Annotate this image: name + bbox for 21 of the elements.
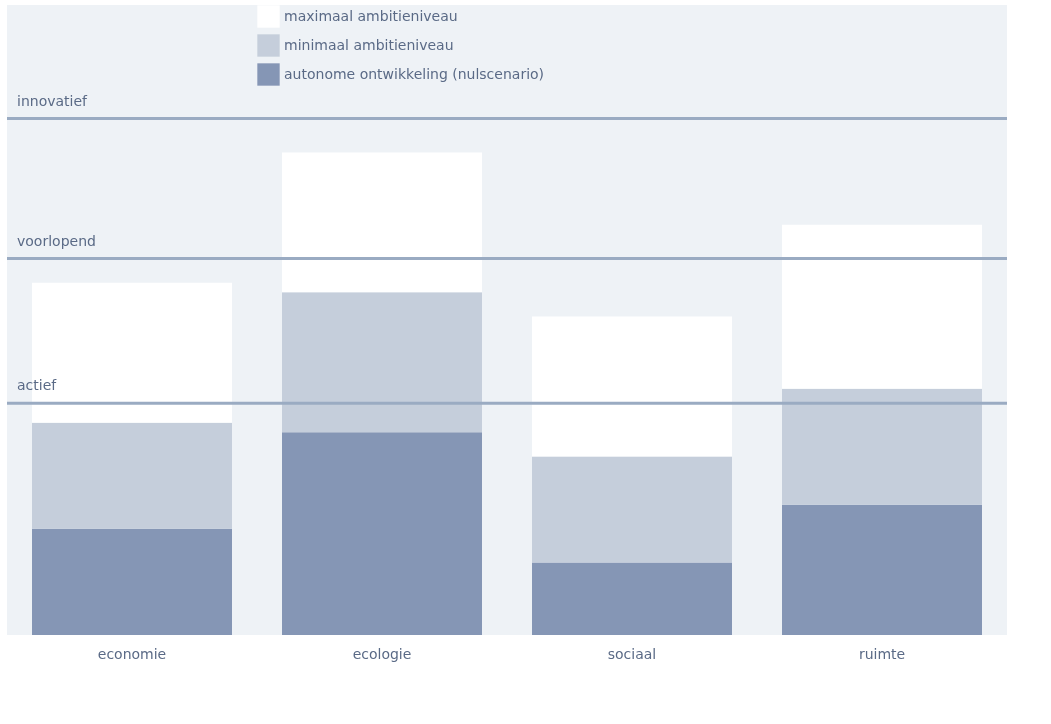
legend-label: autonome ontwikkeling (nulscenario): [284, 65, 545, 82]
ref-line-label: voorlopend: [17, 232, 96, 249]
bar: [782, 504, 982, 635]
legend-label: maximaal ambitieniveau: [284, 7, 458, 24]
x-tick-label: economie: [97, 645, 167, 662]
legend-label: minimaal ambitieniveau: [284, 36, 454, 53]
bar: [532, 562, 732, 635]
bar: [282, 152, 482, 293]
bar: [282, 292, 482, 433]
x-tick-label: ecologie: [352, 645, 412, 662]
ref-line-label: actief: [17, 377, 58, 394]
bar: [532, 456, 732, 563]
bar: [32, 422, 232, 529]
bar: [532, 316, 732, 457]
bar: [782, 224, 982, 389]
bar: [282, 432, 482, 635]
ref-line-label: innovatief: [17, 92, 89, 109]
x-tick-label: sociaal: [607, 645, 657, 662]
bar: [782, 388, 982, 505]
bar: [32, 528, 232, 635]
x-tick-label: ruimte: [858, 645, 906, 662]
